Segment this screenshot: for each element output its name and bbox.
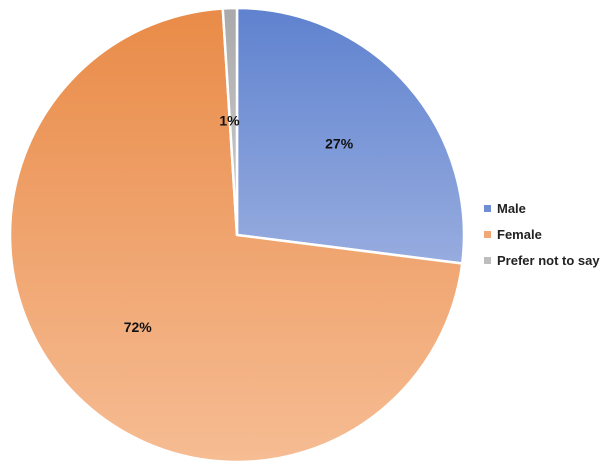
legend: Male Female Prefer not to say xyxy=(484,200,600,268)
legend-label-male: Male xyxy=(497,200,526,216)
data-label-male: 27% xyxy=(325,136,354,152)
legend-item-male: Male xyxy=(484,200,600,216)
pie-slice-prefer-not-to-say xyxy=(221,6,239,237)
legend-item-prefer-not-to-say: Prefer not to say xyxy=(484,252,600,268)
legend-swatch-male xyxy=(484,204,491,212)
pie-slices xyxy=(8,6,466,464)
legend-swatch-prefer-not-to-say xyxy=(484,256,491,264)
legend-label-prefer-not-to-say: Prefer not to say xyxy=(497,252,600,268)
legend-item-female: Female xyxy=(484,226,600,242)
pie-data-labels: 27% 72% 1% xyxy=(124,112,354,335)
legend-swatch-female xyxy=(484,230,491,238)
data-label-female: 72% xyxy=(124,319,153,335)
data-label-prefer-not-to-say: 1% xyxy=(219,112,240,128)
legend-label-female: Female xyxy=(497,226,542,242)
pie-slice-male xyxy=(235,6,466,265)
